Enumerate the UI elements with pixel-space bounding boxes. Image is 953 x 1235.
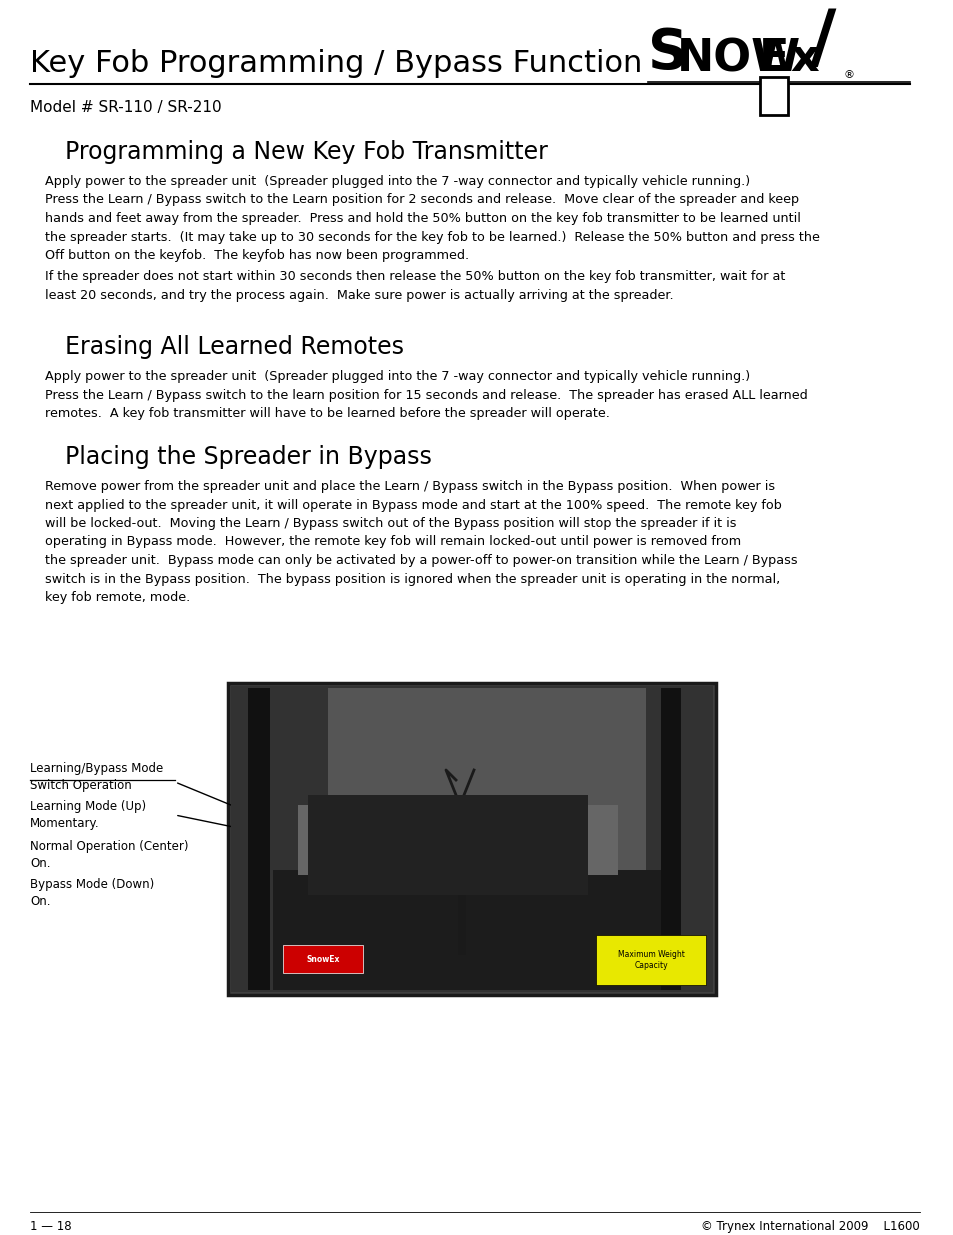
Text: Normal Operation (Center)
On.: Normal Operation (Center) On.: [30, 840, 189, 869]
Text: Key Fob Programming / Bypass Function: Key Fob Programming / Bypass Function: [30, 49, 641, 78]
Text: ®: ®: [843, 70, 854, 80]
Text: © Trynex International 2009    L1600: © Trynex International 2009 L1600: [700, 1220, 919, 1233]
Text: Learning/Bypass Mode
Switch Operation: Learning/Bypass Mode Switch Operation: [30, 762, 163, 792]
Text: NOW: NOW: [677, 37, 801, 80]
Text: Model # SR-110 / SR-210: Model # SR-110 / SR-210: [30, 100, 221, 115]
FancyBboxPatch shape: [283, 945, 363, 973]
Text: Apply power to the spreader unit  (Spreader plugged into the 7 -way connector an: Apply power to the spreader unit (Spread…: [45, 370, 807, 420]
Text: Programming a New Key Fob Transmitter: Programming a New Key Fob Transmitter: [65, 140, 547, 164]
Bar: [228, 683, 716, 995]
Text: /: /: [809, 6, 836, 75]
Text: x: x: [789, 37, 818, 80]
Text: Erasing All Learned Remotes: Erasing All Learned Remotes: [65, 335, 403, 359]
Text: S: S: [647, 26, 687, 80]
Bar: [297, 805, 618, 876]
Text: Receiver Antenna: Receiver Antenna: [450, 703, 554, 716]
Text: Remove power from the spreader unit and place the Learn / Bypass switch in the B: Remove power from the spreader unit and …: [45, 480, 797, 604]
Text: Bypass Mode (Down)
On.: Bypass Mode (Down) On.: [30, 878, 154, 908]
Text: If the spreader does not start within 30 seconds then release the 50% button on : If the spreader does not start within 30…: [45, 270, 784, 301]
Bar: [328, 688, 645, 990]
Text: Maximum Weight
Capacity: Maximum Weight Capacity: [617, 950, 683, 969]
Text: Placing the Spreader in Bypass: Placing the Spreader in Bypass: [65, 445, 432, 469]
Text: Learning Mode (Up)
Momentary.: Learning Mode (Up) Momentary.: [30, 800, 146, 830]
Bar: [231, 685, 712, 992]
Bar: [457, 795, 465, 955]
Bar: [596, 935, 705, 986]
Text: E: E: [758, 37, 788, 80]
Bar: [248, 688, 270, 990]
Bar: [308, 795, 587, 895]
Text: Apply power to the spreader unit  (Spreader plugged into the 7 -way connector an: Apply power to the spreader unit (Spread…: [45, 175, 819, 262]
Text: 1 — 18: 1 — 18: [30, 1220, 71, 1233]
Bar: [760, 77, 787, 115]
Bar: [273, 869, 660, 990]
Text: SnowEx: SnowEx: [306, 955, 339, 963]
Bar: [660, 688, 680, 990]
